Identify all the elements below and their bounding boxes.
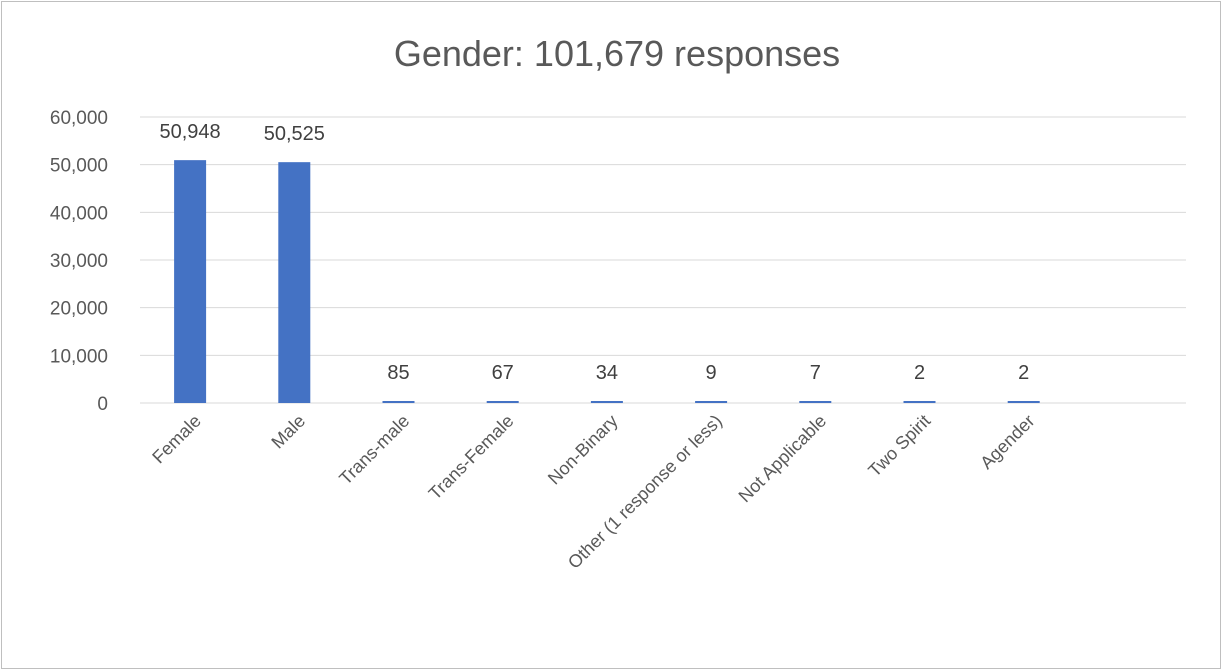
data-label: 7	[810, 362, 821, 384]
y-tick-label: 20,000	[50, 299, 108, 320]
data-label: 50,525	[264, 123, 325, 145]
data-label: 85	[387, 362, 409, 384]
bar	[903, 401, 936, 403]
data-label: 2	[914, 362, 925, 384]
category-label: Agender	[976, 411, 1038, 473]
category-label: Trans-Female	[425, 411, 518, 504]
y-tick-label: 50,000	[50, 156, 108, 177]
bar	[486, 401, 519, 403]
category-label: Male	[267, 411, 309, 453]
bar	[590, 401, 623, 403]
data-labels: 50,948 50,525 85 67 34 9 7 2 2	[160, 121, 1030, 384]
bar	[695, 401, 728, 403]
category-label: Non-Binary	[544, 411, 622, 489]
data-label: 67	[492, 362, 514, 384]
y-axis-ticks: 0 10,000 20,000 30,000 40,000 50,000 60,000	[50, 108, 108, 415]
chart-title: Gender: 101,679 responses	[394, 33, 840, 74]
bars	[174, 160, 1040, 403]
category-label: Female	[148, 411, 205, 468]
bar	[382, 401, 415, 403]
y-tick-label: 40,000	[50, 203, 108, 224]
category-label: Not Applicable	[735, 411, 831, 507]
category-label: Trans-male	[335, 411, 413, 489]
y-tick-label: 60,000	[50, 108, 108, 129]
data-label: 50,948	[160, 121, 221, 143]
y-tick-label: 0	[97, 394, 108, 415]
y-tick-label: 30,000	[50, 251, 108, 272]
bar	[278, 162, 311, 403]
bar	[1007, 401, 1040, 403]
y-tick-label: 10,000	[50, 346, 108, 367]
data-label: 2	[1018, 362, 1029, 384]
bar	[799, 401, 832, 403]
x-axis-categories: Female Male Trans-male Trans-Female Non-Bina…	[148, 411, 1038, 573]
data-label: 34	[596, 362, 618, 384]
category-label: Two Spirit	[864, 411, 934, 481]
data-label: 9	[706, 362, 717, 384]
bar	[174, 160, 207, 403]
